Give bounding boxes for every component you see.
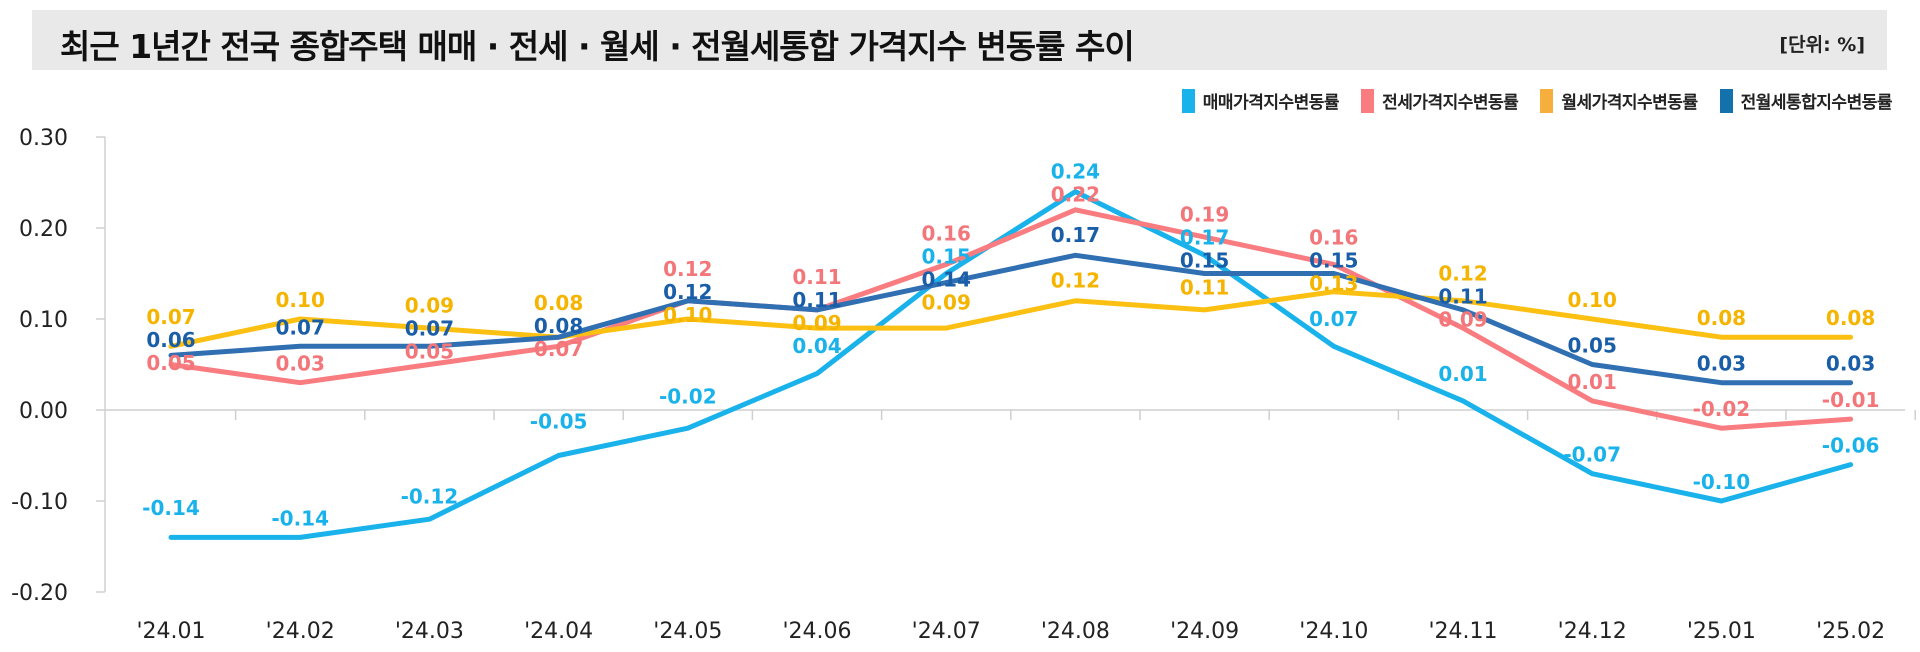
data-label: 0.07 [534, 337, 583, 361]
x-tick-label: '24.11 [1428, 619, 1497, 644]
y-tick-label: -0.20 [11, 581, 68, 606]
data-label: 0.15 [1180, 249, 1229, 273]
data-label: 0.08 [1826, 306, 1875, 330]
data-label: 0.07 [405, 317, 454, 341]
data-label: -0.14 [142, 496, 200, 520]
data-label: -0.06 [1822, 434, 1880, 458]
data-label: 0.11 [792, 265, 841, 289]
legend-item-jeonse: 전세가격지수변동률 [1361, 88, 1519, 113]
unit-label: [단위: %] [1779, 34, 1865, 56]
data-label: 0.16 [1309, 225, 1358, 249]
data-label: 0.09 [792, 311, 841, 335]
legend-swatch [1540, 88, 1554, 113]
data-label: -0.02 [659, 385, 717, 409]
data-label: 0.14 [922, 268, 971, 292]
data-label: 0.15 [1309, 248, 1358, 272]
data-label: 0.03 [1697, 352, 1746, 376]
data-label: 0.05 [405, 340, 454, 364]
data-label: 0.24 [1051, 159, 1100, 183]
data-label: 0.15 [922, 245, 971, 269]
y-tick-label: -0.10 [11, 490, 68, 515]
data-label: 0.06 [146, 328, 195, 352]
data-label: -0.05 [530, 410, 588, 434]
x-tick-label: '24.04 [524, 619, 593, 644]
x-tick-label: '25.01 [1687, 619, 1756, 644]
data-label: 0.09 [1438, 308, 1487, 332]
y-tick-label: 0.20 [19, 217, 68, 242]
data-label: 0.10 [1568, 288, 1617, 312]
legend: 매매가격지수변동률 전세가격지수변동률 월세가격지수변동률 전월세통합지수변동률 [1181, 88, 1893, 113]
x-tick-label: '25.02 [1816, 619, 1885, 644]
data-label: 0.19 [1180, 203, 1229, 227]
x-tick-label: '24.08 [1041, 619, 1110, 644]
legend-swatch [1719, 88, 1733, 113]
legend-item-sale: 매매가격지수변동률 [1181, 88, 1340, 113]
data-label: 0.03 [276, 352, 325, 376]
data-label: -0.07 [1563, 443, 1621, 467]
data-label: 0.17 [1051, 223, 1100, 247]
title-bar: 최근 1년간 전국 종합주택 매매 · 전세 · 월세 · 전월세통합 가격지수… [32, 10, 1887, 70]
series-line-jeonse [168, 207, 1854, 431]
legend-swatch [1361, 88, 1375, 113]
series-line-sale [168, 189, 1854, 540]
chart-title: 최근 1년간 전국 종합주택 매매 · 전세 · 월세 · 전월세통합 가격지수… [60, 27, 1135, 66]
x-tick-label: '24.01 [136, 619, 205, 644]
x-tick-label: '24.09 [1170, 619, 1239, 644]
x-tick-label: '24.10 [1299, 619, 1368, 644]
data-label: 0.07 [276, 315, 325, 339]
data-label: 0.01 [1438, 362, 1487, 386]
data-label: 0.01 [1568, 370, 1617, 394]
data-label: 0.08 [534, 291, 583, 315]
data-label: 0.11 [1180, 275, 1229, 299]
data-label: 0.11 [1438, 285, 1487, 309]
legend-label: 전월세통합지수변동률 [1740, 93, 1893, 113]
data-label: -0.14 [271, 506, 329, 530]
data-label: -0.10 [1693, 470, 1751, 494]
legend-item-monthly-rent: 월세가격지수변동률 [1540, 88, 1698, 113]
legend-label: 전세가격지수변동률 [1382, 93, 1519, 113]
data-label: 0.05 [1568, 334, 1617, 358]
x-tick-label: '24.03 [395, 619, 464, 644]
data-label: 0.22 [1051, 182, 1100, 206]
x-tick-label: '24.06 [782, 619, 851, 644]
y-tick-label: 0.00 [19, 399, 68, 424]
legend-label: 월세가격지수변동률 [1561, 93, 1698, 113]
legend-label: 매매가격지수변동률 [1202, 93, 1340, 113]
data-label: 0.09 [922, 291, 971, 315]
y-tick-label: 0.10 [19, 308, 68, 333]
data-label: 0.08 [534, 314, 583, 338]
series-line-combined [168, 252, 1854, 386]
x-tick-label: '24.07 [912, 619, 981, 644]
data-label: 0.13 [1309, 271, 1358, 295]
x-tick-label: '24.02 [266, 619, 335, 644]
series-line-monthly-rent [168, 289, 1854, 349]
data-label: 0.10 [663, 303, 712, 327]
y-tick-label: 0.30 [19, 126, 68, 151]
data-label: 0.17 [1180, 226, 1229, 250]
data-label: -0.12 [401, 485, 459, 509]
legend-swatch [1181, 88, 1195, 113]
legend-item-combined: 전월세통합지수변동률 [1719, 88, 1893, 113]
data-label: 0.08 [1697, 306, 1746, 330]
data-label: 0.12 [1438, 262, 1487, 286]
data-label: 0.03 [1826, 352, 1875, 376]
data-label: 0.05 [146, 351, 195, 375]
data-label: 0.04 [792, 334, 841, 358]
x-tick-label: '24.05 [653, 619, 722, 644]
data-label: 0.12 [663, 257, 712, 281]
data-label: 0.07 [146, 305, 195, 329]
data-label: 0.09 [405, 294, 454, 318]
data-label: 0.10 [276, 288, 325, 312]
data-label: -0.01 [1822, 388, 1880, 412]
data-label: 0.12 [1051, 269, 1100, 293]
x-tick-label: '24.12 [1558, 619, 1627, 644]
data-label: 0.07 [1309, 307, 1358, 331]
data-label: 0.11 [792, 288, 841, 312]
data-label: 0.16 [922, 222, 971, 246]
data-label: 0.12 [663, 280, 712, 304]
data-label: -0.02 [1693, 397, 1751, 421]
